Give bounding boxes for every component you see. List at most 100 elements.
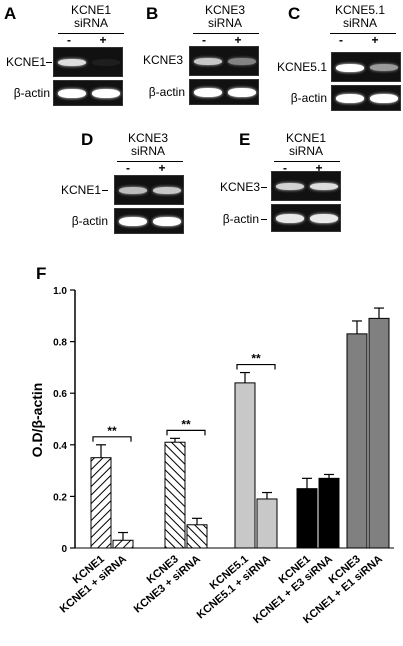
gel-control (114, 208, 184, 234)
significance-label: ** (181, 417, 191, 431)
gel-control-label: β-actin (13, 86, 50, 100)
gel-target (53, 47, 123, 77)
gel-band (194, 88, 222, 97)
significance-label: ** (107, 424, 117, 438)
gel-target (114, 175, 184, 205)
panel-title: KCNE3 siRNA (108, 132, 188, 158)
y-tick-label: 0.2 (53, 492, 67, 503)
panel-title-line1: KCNE5.1 (334, 3, 386, 17)
label-tick (261, 187, 267, 188)
gel-target-label: KCNE5.1 (276, 60, 327, 74)
y-tick-label: 0.4 (53, 441, 67, 452)
lane-minus-label: - (67, 33, 71, 47)
gel-band (276, 183, 304, 190)
panel-title-line1: KCNE1 (70, 3, 111, 17)
gel-control (271, 204, 341, 232)
bar (186, 524, 208, 549)
bar (318, 477, 340, 549)
label-tick (261, 219, 267, 220)
panel-letter: E (239, 130, 251, 149)
y-tick-label: 0.6 (53, 389, 67, 400)
gel-target (331, 52, 401, 82)
title-underline (193, 33, 259, 34)
gel-band (58, 89, 86, 98)
title-underline (330, 33, 396, 34)
lane-plus-label: + (158, 161, 166, 175)
gel-band (310, 183, 338, 190)
y-tick-label: 0.8 (53, 338, 67, 349)
gel-band (370, 94, 398, 103)
gel-band (119, 187, 147, 194)
label-tick (46, 62, 52, 63)
gel-band (310, 214, 338, 223)
bar (234, 382, 256, 549)
lane-minus-label: - (283, 161, 287, 175)
gel-control (189, 79, 259, 105)
bar (256, 498, 278, 549)
gel-target-label: KCNE1 (60, 183, 101, 197)
gel-control-label: β-actin (222, 212, 259, 226)
panel-title-line2: siRNA (288, 144, 323, 158)
panel-title-line2: siRNA (342, 16, 377, 30)
gel-band (119, 217, 147, 226)
lane-plus-label: + (371, 33, 379, 47)
gel-control (53, 80, 123, 106)
gel-band (228, 88, 256, 97)
lane-plus-label: + (99, 33, 107, 47)
gel-band (92, 89, 120, 98)
gel-target (271, 171, 341, 201)
title-underline (58, 33, 124, 34)
bar (90, 457, 112, 549)
gel-control-label: β-actin (290, 91, 327, 105)
label-tick (102, 190, 108, 191)
panel-title-line1: KCNE3 (204, 3, 245, 17)
gel-band (153, 217, 181, 226)
panel-title-line1: KCNE1 (285, 131, 326, 145)
gel-target-label: KCNE3 (142, 53, 183, 67)
bar (112, 539, 134, 549)
panel-title: KCNE5.1 siRNA (318, 4, 402, 30)
gel-control-label: β-actin (148, 85, 185, 99)
significance-bracket (236, 363, 276, 370)
title-underline (274, 161, 340, 162)
gel-band (336, 94, 364, 103)
significance-bracket (166, 429, 206, 436)
gel-band (58, 59, 86, 66)
bar (164, 441, 186, 549)
title-underline (117, 161, 183, 162)
lane-plus-label: + (315, 161, 323, 175)
gel-control (331, 85, 401, 111)
panel-title: KCNE1 siRNA (51, 4, 131, 30)
y-tick-label: 1.0 (53, 286, 67, 297)
lane-minus-label: - (202, 33, 206, 47)
panel-title-line2: siRNA (130, 144, 165, 158)
panel-title-line1: KCNE3 (127, 131, 168, 145)
significance-label: ** (251, 352, 261, 366)
y-tick-label: 0 (61, 544, 67, 555)
panel-letter: A (4, 4, 17, 23)
panel-letter: B (146, 4, 159, 23)
panel-title: KCNE1 siRNA (266, 132, 346, 158)
gel-target-label: KCNE3 (219, 180, 260, 194)
lane-plus-label: + (234, 33, 242, 47)
gel-band (228, 58, 256, 65)
panel-letter: D (81, 130, 94, 149)
gel-target (189, 46, 259, 76)
gel-band (92, 59, 120, 66)
gel-target-label: KCNE1 (5, 55, 46, 69)
gel-band (370, 64, 398, 71)
bar (368, 317, 390, 549)
lane-minus-label: - (339, 33, 343, 47)
gel-band (336, 64, 364, 72)
significance-bracket (92, 436, 132, 442)
panel-letter: F (36, 264, 47, 283)
panel-title: KCNE3 siRNA (185, 4, 265, 30)
panel-title-line2: siRNA (73, 16, 108, 30)
gel-band (276, 214, 304, 223)
panel-letter: C (288, 4, 301, 23)
panel-title-line2: siRNA (207, 16, 242, 30)
lane-minus-label: - (126, 161, 130, 175)
y-axis-label: O.D/β-actin (29, 383, 45, 458)
